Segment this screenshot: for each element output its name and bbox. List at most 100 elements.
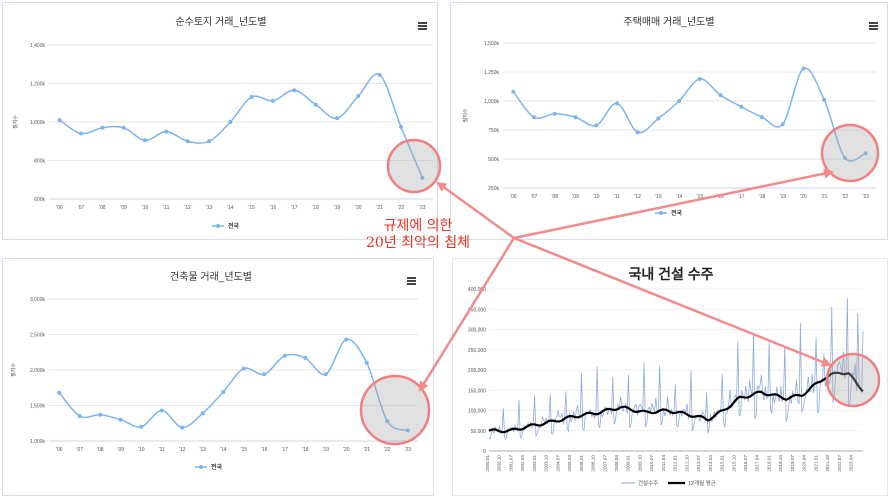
x-tick-label: 2023.04 [849,455,854,472]
x-tick-label: '17 [281,447,288,453]
construction-chart: 국내 건설 수주 0 50,000 100,000 150,000 200,000 250,… [468,266,864,487]
x-tick-label: '08 [99,205,106,211]
x-tick-label: '06 [56,205,63,211]
y-tick-label: 1,200k [30,82,46,88]
data-point [164,129,169,134]
chart-title: 건축물 거래_년도별 [170,271,252,283]
data-point [377,72,382,77]
x-tick-label: 2006.10 [591,455,596,472]
x-tick-label: '15 [248,205,255,211]
x-tick-label: 2009.10 [637,455,642,472]
data-point [292,88,297,93]
x-tick-label: '15 [240,447,247,453]
y-tick-label: 200,000 [468,368,486,374]
x-tick-label: '07 [76,447,83,453]
x-tick-label: '14 [676,194,683,200]
data-point [121,125,126,130]
series-line-12m-average [488,371,864,434]
x-tick-label: '18 [302,447,309,453]
data-point [822,97,827,102]
x-tick-label: 2016.07 [743,455,748,472]
x-tick-label: '20 [343,447,350,453]
x-tick-label: 2002.04 [520,455,525,472]
x-tick-label: '07 [531,194,538,200]
y-tick-label: 300,000 [468,328,486,334]
data-point [780,122,785,127]
y-tick-label: 500k [488,157,499,163]
x-tick-label: 2013.07 [696,455,701,472]
data-point [57,118,62,123]
annotation-line-2: 20년 최악의 침체 [366,235,470,251]
x-tick-label: '16 [261,447,268,453]
housing-chart-panel: 주택매매 거래_년도별 250k 500k 750k 1,000k 1,250k 1,500… [450,2,888,240]
y-tick-label: 1,000k [30,120,46,126]
y-tick-label: 1,000k [484,99,500,105]
y-tick-label: 150,000 [468,388,486,394]
x-tick-label: '12 [184,205,191,211]
x-tick-label: 2015.01 [720,455,725,472]
data-point [399,124,403,129]
y-tick-label: 1,400k [30,43,46,49]
x-tick-label: '23 [862,194,869,200]
x-tick-label: 2021.10 [825,455,830,472]
x-tick-label: '14 [220,447,227,453]
x-tick-label: '10 [593,194,600,200]
data-point [511,89,516,94]
x-tick-label: '12 [634,194,641,200]
x-tick-label: 2009.01 [626,455,631,472]
chart-menu-icon[interactable] [869,22,878,30]
y-tick-label: 250k [488,186,499,192]
data-point [739,104,744,109]
chart-menu-icon[interactable] [418,22,427,30]
series-line [512,67,866,162]
data-point [303,355,308,360]
data-point [335,116,339,121]
x-tick-label: '21 [376,205,383,211]
housing-chart: 주택매매 거래_년도별 250k 500k 750k 1,000k 1,250k 1,500… [462,16,876,217]
data-point [228,120,233,124]
x-tick-label: '14 [227,205,234,211]
data-point [98,412,103,417]
data-point [532,115,537,120]
y-tick-label: 0 [483,449,486,455]
x-tick-label: '23 [404,447,411,453]
x-tick-label: '09 [120,205,127,211]
chart-title: 순수토지 거래_년도별 [175,16,266,28]
data-point [552,111,557,116]
x-tick-label: 2018.10 [778,455,783,472]
x-tick-label: '08 [552,194,559,200]
data-point [364,360,369,365]
land-chart: 순수토지 거래_년도별 600k 800k 1,000k 1,200k 1,400k 필지수… [12,16,433,230]
x-tick-label: 2008.04 [614,455,619,472]
x-tick-label: '13 [199,447,206,453]
x-tick-label: 2021.01 [813,455,818,472]
data-point [262,372,267,377]
data-point [594,123,599,128]
data-point [79,131,83,136]
x-tick-label: '22 [842,194,849,200]
data-point [313,102,318,107]
chart-menu-icon[interactable] [407,277,416,285]
x-tick-label: 2011.04 [661,455,666,472]
data-point [143,138,147,143]
x-tick-label: 2010.07 [649,455,654,472]
x-tick-label: '19 [322,447,329,453]
x-tick-label: 2003.10 [544,455,549,472]
y-tick-label: 1,250k [484,70,500,76]
data-point [77,414,82,419]
x-tick-label: '11 [159,447,165,453]
x-tick-label: 2019.07 [790,455,795,472]
legend-label: 전국 [228,222,240,230]
data-point [718,93,723,98]
x-tick-label: '10 [142,205,149,211]
series-line [59,73,424,179]
building-chart: 건축물 거래_년도별 1,000k 1,500k 2,000k 2,500k 3,000k… [10,271,418,471]
x-tick-label: '19 [779,194,786,200]
data-point [180,425,185,430]
legend-symbol-dot [659,211,663,215]
data-point [271,98,275,103]
x-tick-label: 2014.04 [708,455,713,472]
annotation-line-1: 규제에 의한 [383,218,453,234]
x-tick-label: 2017.04 [755,455,760,472]
y-tick-label: 3,000k [30,297,46,303]
